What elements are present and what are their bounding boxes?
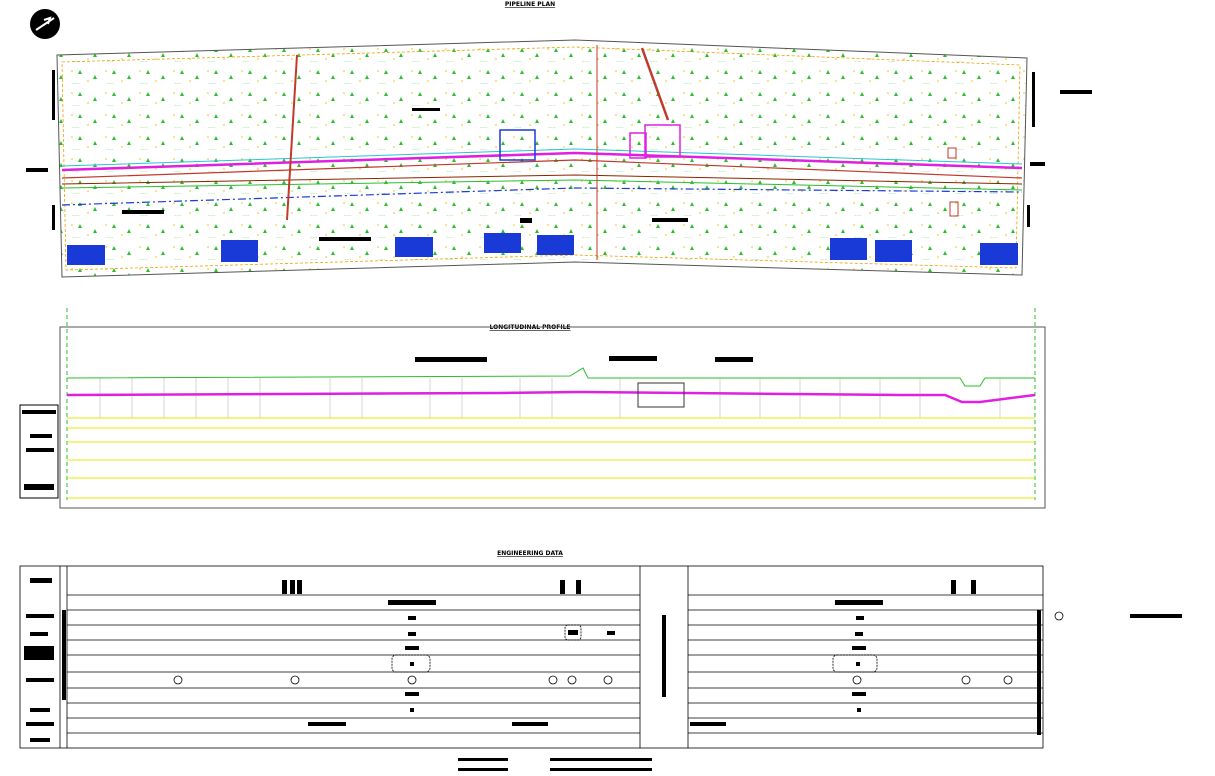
pipeline-plan [26, 39, 1092, 278]
north-arrow [30, 9, 60, 39]
engineering-marks [24, 578, 1182, 771]
engineering-title: ENGINEERING DATA [497, 550, 563, 557]
longitudinal-profile [19, 308, 1046, 509]
engineering-data [19, 565, 1064, 749]
plan-title: PIPELINE PLAN [505, 1, 555, 8]
